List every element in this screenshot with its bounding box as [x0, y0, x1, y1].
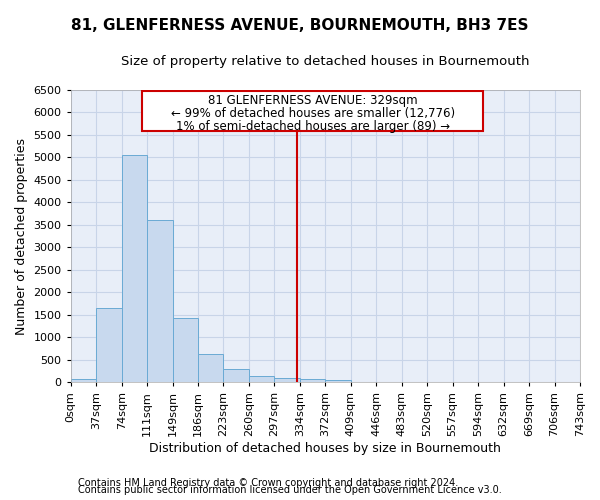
Title: Size of property relative to detached houses in Bournemouth: Size of property relative to detached ho…	[121, 55, 530, 68]
Y-axis label: Number of detached properties: Number of detached properties	[15, 138, 28, 334]
Bar	[300, 378, 325, 382]
Text: ← 99% of detached houses are smaller (12,776): ← 99% of detached houses are smaller (12…	[170, 107, 455, 120]
Bar	[71, 379, 96, 382]
Text: Contains HM Land Registry data © Crown copyright and database right 2024.: Contains HM Land Registry data © Crown c…	[78, 478, 458, 488]
Text: 81 GLENFERNESS AVENUE: 329sqm: 81 GLENFERNESS AVENUE: 329sqm	[208, 94, 418, 108]
Text: Contains public sector information licensed under the Open Government Licence v3: Contains public sector information licen…	[78, 485, 502, 495]
Bar	[198, 354, 223, 382]
Text: 1% of semi-detached houses are larger (89) →: 1% of semi-detached houses are larger (8…	[176, 120, 449, 132]
Bar	[249, 376, 274, 382]
Bar	[274, 378, 300, 382]
Bar	[147, 220, 173, 382]
Bar	[122, 155, 147, 382]
Bar	[173, 318, 198, 382]
Text: 81, GLENFERNESS AVENUE, BOURNEMOUTH, BH3 7ES: 81, GLENFERNESS AVENUE, BOURNEMOUTH, BH3…	[71, 18, 529, 32]
Bar	[325, 380, 351, 382]
FancyBboxPatch shape	[142, 91, 483, 132]
Bar	[223, 370, 249, 382]
Bar	[96, 308, 122, 382]
X-axis label: Distribution of detached houses by size in Bournemouth: Distribution of detached houses by size …	[149, 442, 501, 455]
